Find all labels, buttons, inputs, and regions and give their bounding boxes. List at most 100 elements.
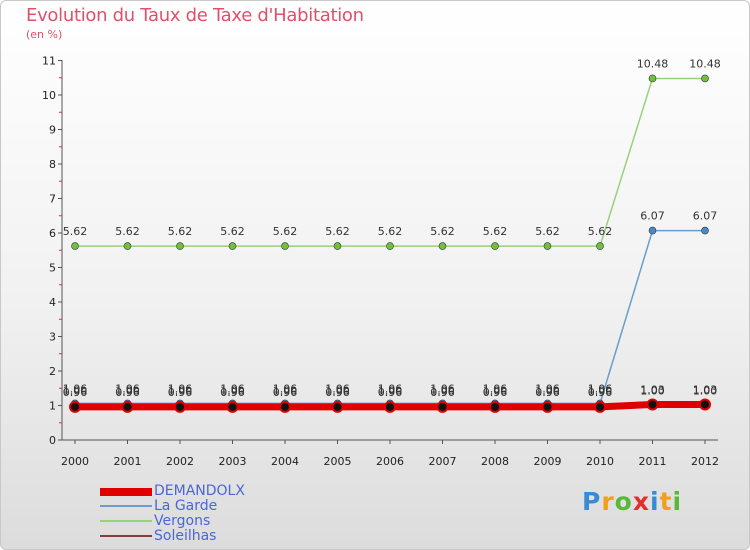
data-labels: 5.62 5.62 5.62 5.62 5.62 5.62 5.62 5.62 5.62 5.62… (63, 57, 721, 398)
data-label: 1.00 (115, 385, 140, 398)
y-tick-label: 7 (49, 193, 56, 206)
data-label: 5.62 (535, 225, 560, 238)
data-label: 5.62 (273, 225, 298, 238)
data-point (331, 400, 344, 413)
series-line-la-garde (74, 229, 706, 405)
data-label: 0.96 (63, 386, 88, 399)
data-point (436, 400, 449, 413)
x-tick-label: 2004 (271, 455, 299, 468)
data-point (386, 242, 394, 250)
data-point (228, 242, 237, 250)
y-tick-label: 5 (49, 262, 56, 275)
data-point (701, 226, 709, 235)
data-point (71, 242, 79, 250)
data-point (648, 226, 657, 235)
data-label: 5.62 (325, 225, 350, 238)
data-label: 0.96 (325, 386, 350, 399)
data-label: 1.00 (273, 385, 298, 398)
logo-letter: x (632, 487, 650, 516)
data-label: 1.00 (430, 385, 455, 398)
x-tick-label: 2012 (691, 455, 719, 468)
x-tick-label: 2011 (639, 455, 667, 468)
y-tick-label: 1 (49, 400, 56, 413)
data-label: 1.06 (378, 382, 403, 395)
legend-item-demandolx: DEMANDOLX (100, 483, 360, 499)
legend-swatch-soleilhas (100, 535, 152, 537)
logo-letter: P (582, 487, 602, 516)
data-label: 1.00 (220, 385, 245, 398)
legend-swatch-la-garde (100, 505, 152, 507)
data-label: 5.62 (220, 225, 245, 238)
data-label: 0.96 (115, 386, 140, 399)
y-tick-label: 6 (49, 227, 56, 240)
data-label: 0.96 (220, 386, 245, 399)
data-label: 1.00 (63, 385, 88, 398)
legend-label-demandolx: DEMANDOLX (154, 483, 245, 499)
data-label: 1.00 (378, 385, 403, 398)
data-label: 1.06 (325, 382, 350, 395)
legend-label-la-garde: La Garde (154, 498, 218, 514)
data-label: 1.00 (325, 385, 350, 398)
series-line-vergons (74, 77, 706, 247)
data-label: 1.00 (693, 385, 718, 398)
chart-title: Evolution du Taux de Taxe d'Habitation (26, 5, 364, 26)
logo-letter: i (672, 487, 683, 516)
logo-letter: t (659, 487, 673, 516)
y-tick-label: 10 (42, 89, 56, 102)
data-label: 5.62 (168, 225, 193, 238)
data-label: 5.62 (63, 225, 88, 238)
data-point (279, 400, 291, 413)
logo-letter: r (601, 487, 615, 516)
x-tick-label: 2009 (534, 455, 562, 468)
data-label: 6.07 (693, 210, 718, 223)
legend-swatch-vergons (100, 520, 152, 522)
y-tick-label: 0 (49, 434, 56, 447)
x-tick-label: 2005 (324, 455, 352, 468)
data-point (648, 74, 657, 83)
legend: DEMANDOLX La Garde Vergons Soleilhas (100, 483, 360, 544)
data-label: 5.62 (430, 225, 455, 238)
axes: 0 1 2 3 4 5 6 7 8 9 10 11 2000 2001 2002 2003 2004 2005 20… (42, 55, 719, 469)
data-label: 1.00 (640, 385, 665, 398)
data-label: 0.96 (535, 386, 560, 399)
data-label: 5.62 (483, 225, 508, 238)
proxiti-logo: Proxiti (582, 487, 682, 516)
data-label: 1.06 (483, 382, 508, 395)
data-label: 0.96 (378, 386, 403, 399)
data-point (699, 398, 711, 411)
data-label: 6.07 (640, 210, 665, 223)
data-point (646, 398, 659, 411)
data-point (69, 400, 81, 413)
legend-item-soleilhas: Soleilhas (100, 528, 360, 544)
y-tick-label: 9 (49, 124, 56, 137)
data-label: 1.00 (483, 385, 508, 398)
data-label: 0.96 (273, 386, 298, 399)
x-tick-label: 2006 (376, 455, 404, 468)
data-label: 1.06 (115, 382, 140, 395)
x-tick-label: 2007 (429, 455, 457, 468)
data-label: 10.48 (637, 57, 669, 70)
data-label: 1.03 (693, 383, 718, 396)
legend-item-la-garde: La Garde (100, 498, 360, 514)
data-label: 1.06 (273, 382, 298, 395)
x-tick-label: 2000 (61, 455, 89, 468)
data-label: 1.00 (535, 385, 560, 398)
data-point (174, 400, 186, 413)
x-tick-label: 2003 (219, 455, 247, 468)
data-label: 5.62 (588, 225, 613, 238)
legend-label-soleilhas: Soleilhas (154, 528, 217, 544)
legend-item-vergons: Vergons (100, 513, 360, 529)
data-label: 1.00 (168, 385, 193, 398)
data-point (333, 242, 342, 250)
y-tick-label: 3 (49, 331, 56, 344)
data-label: 1.00 (588, 385, 613, 398)
data-label: 1.06 (430, 382, 455, 395)
data-label: 1.03 (640, 383, 665, 396)
logo-letter: i (650, 487, 660, 516)
series-points (69, 74, 711, 413)
data-point (121, 400, 134, 413)
chart-subtitle: (en %) (26, 28, 63, 41)
data-point (176, 242, 184, 250)
